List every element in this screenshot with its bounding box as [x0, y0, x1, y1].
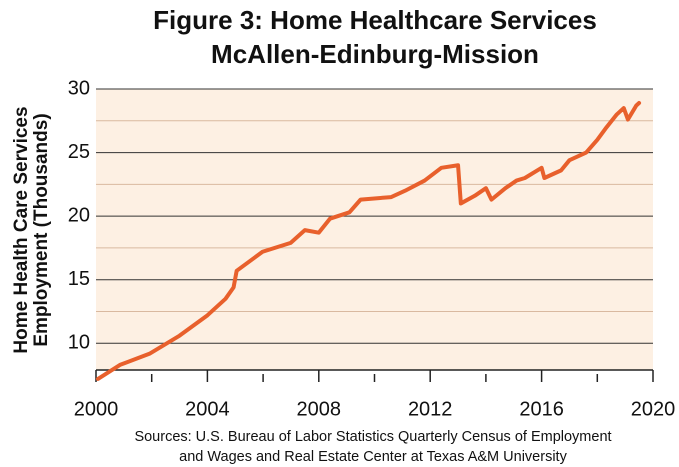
data-line — [95, 100, 642, 381]
chart-title: McAllen-Edinburg-Mission — [211, 39, 539, 69]
y-tick-label: 15 — [68, 268, 90, 290]
x-tick-label: 2012 — [408, 398, 453, 420]
x-tick-label: 2004 — [185, 398, 230, 420]
y-tick-label: 30 — [68, 77, 90, 99]
x-tick-label: 2000 — [74, 398, 119, 420]
y-tick-label: 20 — [68, 204, 90, 226]
y-axis-label: Home Health Care Services — [11, 106, 32, 353]
source-note: Sources: U.S. Bureau of Labor Statistics… — [134, 429, 611, 445]
y-tick-label: 25 — [68, 141, 90, 163]
y-axis-label: Employment (Thousands) — [31, 113, 52, 346]
y-tick-label: 10 — [68, 332, 90, 354]
source-note: and Wages and Real Estate Center at Texa… — [179, 449, 567, 465]
x-tick-label: 2008 — [297, 398, 342, 420]
x-tick-label: 2020 — [631, 398, 676, 420]
chart-title: Figure 3: Home Healthcare Services — [153, 5, 597, 35]
plot-background — [96, 89, 653, 370]
x-tick-label: 2016 — [519, 398, 564, 420]
